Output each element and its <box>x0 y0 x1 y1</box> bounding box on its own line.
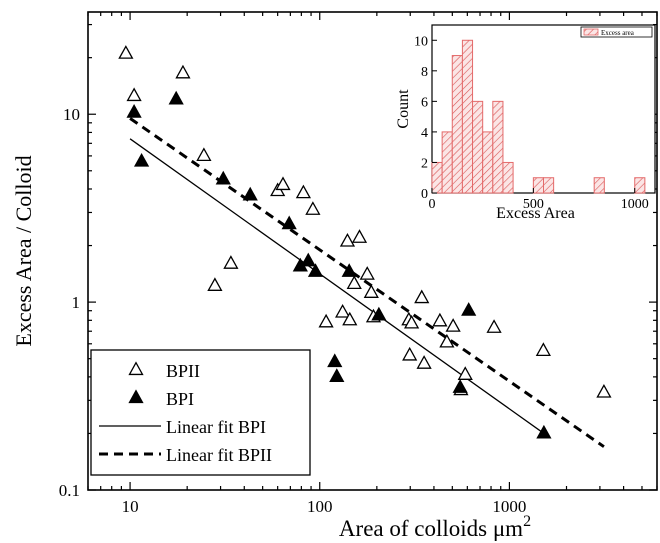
legend-bpii-marker <box>128 361 144 376</box>
bpii-point <box>439 333 455 348</box>
bpii-point <box>402 346 418 361</box>
inset-x-tick-label: 0 <box>429 197 436 212</box>
bpii-point <box>223 255 239 269</box>
bpii-point <box>363 284 379 298</box>
legend-bpi-marker <box>128 389 144 404</box>
bpii-point <box>339 232 356 247</box>
inset-x-tick-label: 1000 <box>621 197 649 212</box>
bpii-point <box>196 147 212 162</box>
inset-legend-box <box>580 26 653 38</box>
inset-y-tick-label: 4 <box>421 126 428 141</box>
x-tick-label: 100 <box>307 497 333 516</box>
y-axis-label: Excess Area / Colloid <box>11 155 36 346</box>
bpi-point <box>300 252 316 267</box>
histogram-bar <box>461 39 474 194</box>
bpii-point <box>486 319 502 333</box>
histogram-bar <box>441 131 453 194</box>
bpi-point <box>133 152 150 167</box>
inset-x-axis-label: Excess Area <box>496 205 575 222</box>
inset-y-tick-label: 0 <box>421 187 428 202</box>
histogram-bar <box>451 55 463 194</box>
histogram-bar <box>532 177 545 194</box>
inset-y-tick-label: 8 <box>421 65 428 80</box>
bpi-point <box>329 368 345 382</box>
bpi-point <box>461 302 477 316</box>
histogram-bar <box>634 177 646 194</box>
plot-frame <box>87 11 658 491</box>
bpii-point <box>457 366 473 380</box>
bpi-point <box>307 263 324 277</box>
histogram-bar <box>502 161 514 194</box>
bpii-point <box>207 277 223 291</box>
legend-fit-bpi-label: Linear fit BPI <box>166 417 266 437</box>
bpi-point <box>242 186 258 201</box>
bpi-point <box>536 424 552 439</box>
inset-legend-label: Excess area <box>601 29 635 37</box>
bpii-point <box>351 229 368 243</box>
bpi-point <box>341 263 357 277</box>
bpii-point <box>295 184 312 199</box>
y-tick-label: 10 <box>63 105 80 124</box>
bpii-point <box>175 64 191 79</box>
inset-legend-swatch <box>583 28 599 36</box>
bpii-point <box>275 176 291 191</box>
legend-bpi-label: BPI <box>166 389 194 409</box>
x-axis-label-superscript: 2 <box>523 513 531 530</box>
inset-x-tick-label: 500 <box>523 197 544 212</box>
bpii-point <box>359 266 375 280</box>
bpii-point <box>414 289 430 304</box>
inset-y-tick-label: 6 <box>421 95 428 110</box>
histogram-bar <box>472 100 484 194</box>
legend-bpii-label: BPII <box>166 361 200 381</box>
bpi-point <box>215 170 231 185</box>
fit-line-bpi <box>129 138 545 434</box>
histogram-bar <box>593 177 605 194</box>
x-axis-label: Area of colloids μm2 <box>339 513 531 541</box>
inset-y-tick-label: 10 <box>414 34 428 49</box>
bpi-point <box>452 379 468 393</box>
fit-line-bpii <box>129 117 605 448</box>
bpii-point <box>118 45 134 59</box>
bpii-point <box>342 311 358 326</box>
y-tick-label: 1 <box>72 293 81 312</box>
x-tick-label: 10 <box>122 497 139 516</box>
bpii-point <box>535 342 551 356</box>
x-tick-label: 1000 <box>492 497 526 516</box>
bpii-point <box>596 383 612 398</box>
bpi-point <box>168 90 184 105</box>
bpii-point <box>335 303 351 318</box>
bpii-point <box>445 318 461 332</box>
histogram-bar <box>543 177 555 194</box>
histogram-bar <box>492 100 504 194</box>
bpii-point <box>346 275 362 289</box>
bpii-point <box>416 355 432 369</box>
bpi-point <box>281 215 297 230</box>
bpi-point <box>371 306 387 321</box>
bpi-point <box>126 104 142 118</box>
bpii-point <box>305 201 321 215</box>
y-tick-label: 0.1 <box>59 481 80 500</box>
bpii-point <box>403 314 420 329</box>
legend-fit-bpii-label: Linear fit BPII <box>166 445 272 465</box>
inset-y-tick-label: 2 <box>421 156 428 171</box>
bpii-point <box>432 312 448 327</box>
bpii-point <box>318 313 334 328</box>
histogram-bar <box>482 131 494 194</box>
histogram-bar <box>431 161 443 194</box>
bpi-point <box>327 353 343 368</box>
inset-y-axis-label: Count <box>395 89 412 129</box>
legend-box <box>90 349 311 476</box>
bpii-point <box>126 87 142 102</box>
